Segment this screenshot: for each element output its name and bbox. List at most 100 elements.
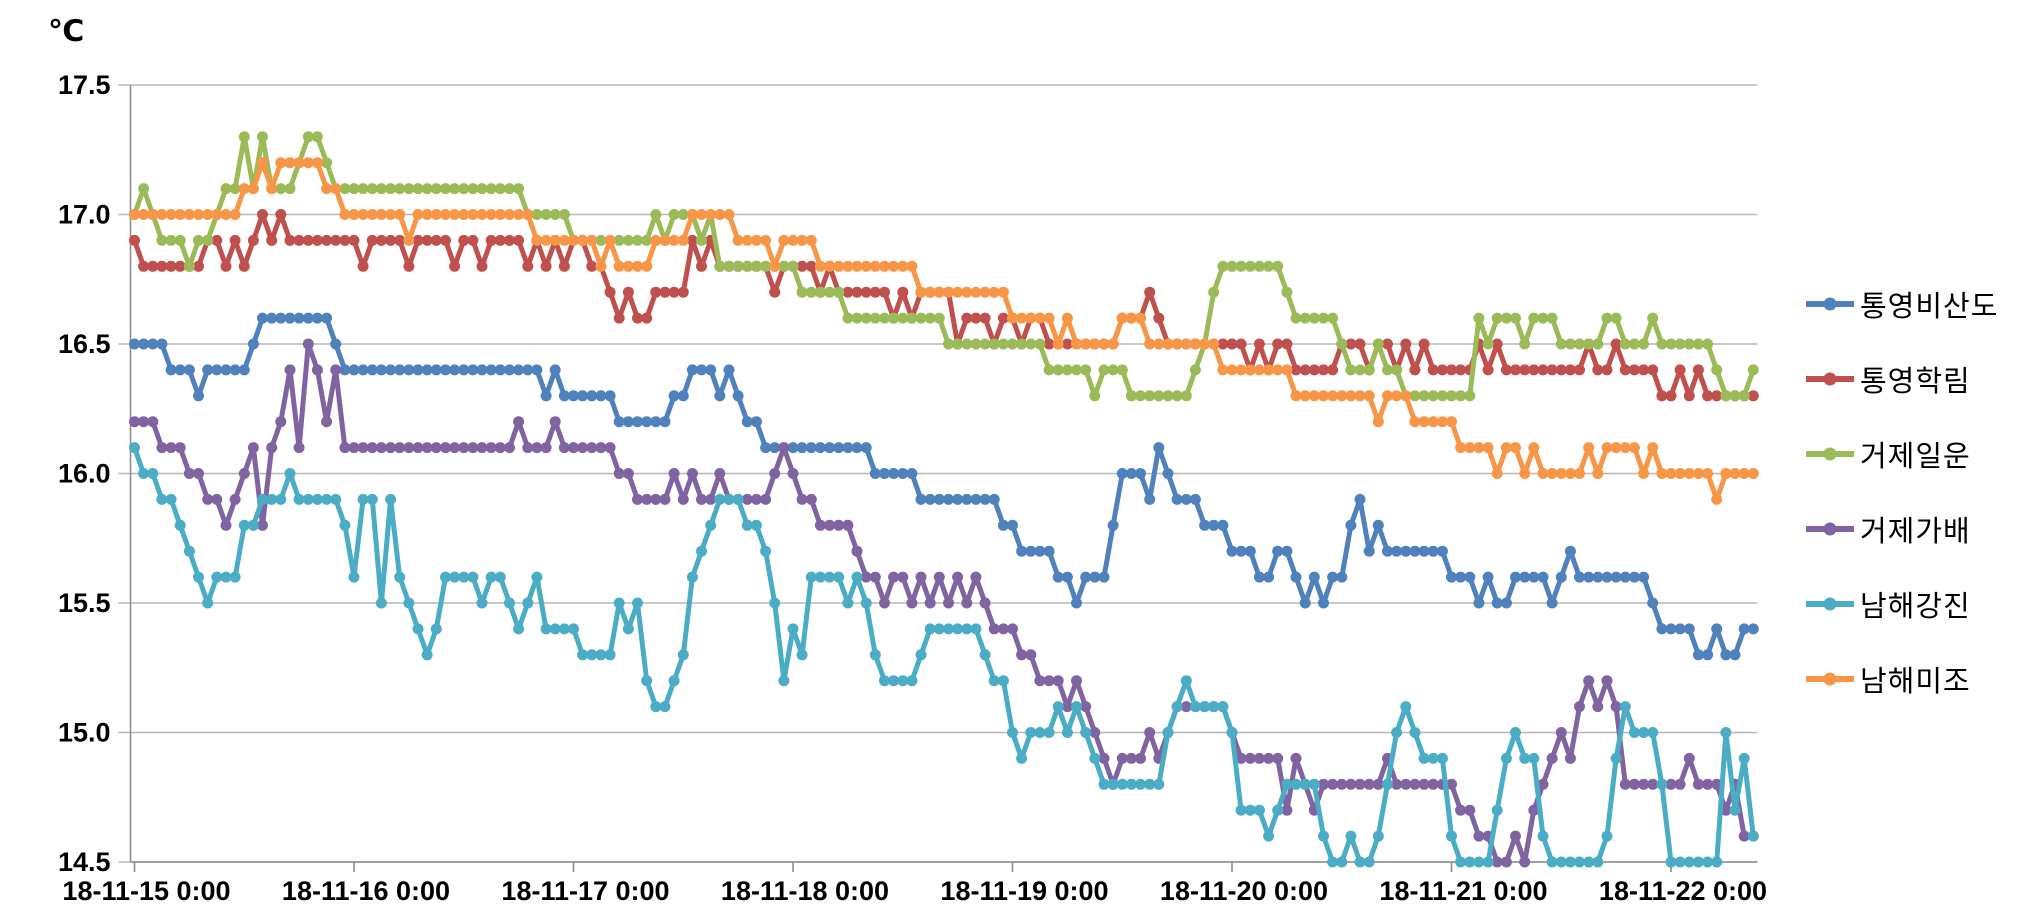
data-point: [540, 623, 552, 635]
data-point: [988, 623, 1000, 635]
data-point: [1674, 364, 1686, 376]
data-point: [220, 209, 232, 220]
data-point: [1007, 623, 1018, 635]
data-point: [741, 416, 753, 428]
data-point: [1628, 442, 1640, 454]
data-point: [1089, 390, 1101, 402]
data-point: [961, 286, 973, 298]
data-point: [1290, 571, 1302, 583]
data-point: [1638, 727, 1650, 738]
data-point: [869, 260, 881, 272]
data-point: [1601, 364, 1613, 376]
data-point: [247, 519, 259, 531]
data-point: [348, 442, 360, 454]
data-point: [1162, 338, 1174, 350]
data-point: [1171, 493, 1183, 505]
data-point: [1281, 778, 1293, 790]
data-point: [796, 442, 808, 454]
data-point: [412, 234, 424, 246]
data-point: [970, 571, 982, 583]
data-point: [220, 260, 232, 272]
data-point: [440, 183, 451, 195]
data-point: [211, 234, 223, 246]
data-point: [1720, 727, 1732, 738]
data-point: [915, 571, 927, 583]
data-point: [622, 234, 634, 246]
data-point: [1327, 856, 1339, 868]
data-point: [997, 338, 1009, 350]
data-point: [705, 493, 717, 505]
data-point: [1619, 701, 1631, 713]
data-point: [943, 597, 954, 609]
data-point: [1299, 312, 1311, 324]
data-point: [522, 442, 534, 454]
data-point: [1427, 390, 1439, 402]
data-point: [540, 209, 552, 220]
data-point: [1135, 752, 1146, 764]
data-point: [1427, 416, 1439, 428]
data-point: [494, 571, 506, 583]
data-point: [138, 468, 150, 479]
data-point: [302, 493, 314, 505]
data-point: [1244, 545, 1256, 557]
data-point: [1409, 364, 1421, 376]
data-point: [1016, 545, 1028, 557]
data-point: [1546, 856, 1558, 868]
data-point: [1436, 416, 1448, 428]
data-point: [275, 416, 287, 428]
data-point: [129, 209, 140, 220]
data-point: [879, 468, 890, 479]
data-point: [1528, 312, 1540, 324]
data-point: [696, 260, 707, 272]
data-point: [1336, 338, 1348, 350]
data-point: [211, 571, 223, 583]
data-point: [586, 649, 598, 661]
data-point: [394, 442, 406, 454]
data-point: [1153, 312, 1165, 324]
data-point: [952, 571, 964, 583]
data-point: [348, 364, 360, 376]
legend-line-marker-icon: [1806, 372, 1854, 385]
data-point: [138, 338, 150, 350]
data-point: [1034, 312, 1046, 324]
data-point: [1372, 338, 1384, 350]
data-point: [1144, 286, 1156, 298]
data-point: [403, 364, 415, 376]
data-point: [879, 597, 890, 609]
data-point: [659, 701, 671, 713]
data-point: [760, 493, 772, 505]
data-point: [1327, 571, 1339, 583]
data-point: [1199, 519, 1211, 531]
data-point: [705, 364, 717, 376]
data-point: [403, 442, 415, 454]
data-point: [494, 183, 506, 195]
data-point: [1610, 701, 1622, 713]
data-point: [1135, 390, 1146, 402]
data-point: [933, 493, 945, 505]
data-point: [1025, 727, 1037, 738]
data-point: [851, 442, 863, 454]
data-point: [1162, 390, 1174, 402]
data-point: [1455, 571, 1467, 583]
data-point: [1619, 571, 1631, 583]
data-point: [1034, 727, 1046, 738]
data-point: [1061, 338, 1073, 350]
data-point: [385, 364, 397, 376]
data-point: [1564, 752, 1576, 764]
data-point: [1107, 519, 1119, 531]
data-point: [1446, 390, 1457, 402]
data-point: [1263, 364, 1275, 376]
data-point: [1080, 338, 1092, 350]
data-point: [1500, 752, 1512, 764]
legend-line-marker-icon: [1806, 522, 1854, 535]
data-point: [147, 260, 159, 272]
data-point: [650, 701, 662, 713]
data-point: [1720, 649, 1732, 661]
data-point: [1253, 571, 1265, 583]
data-point: [1071, 701, 1082, 713]
data-point: [824, 571, 836, 583]
data-point: [568, 234, 579, 246]
data-point: [1546, 468, 1558, 479]
data-point: [302, 157, 314, 169]
